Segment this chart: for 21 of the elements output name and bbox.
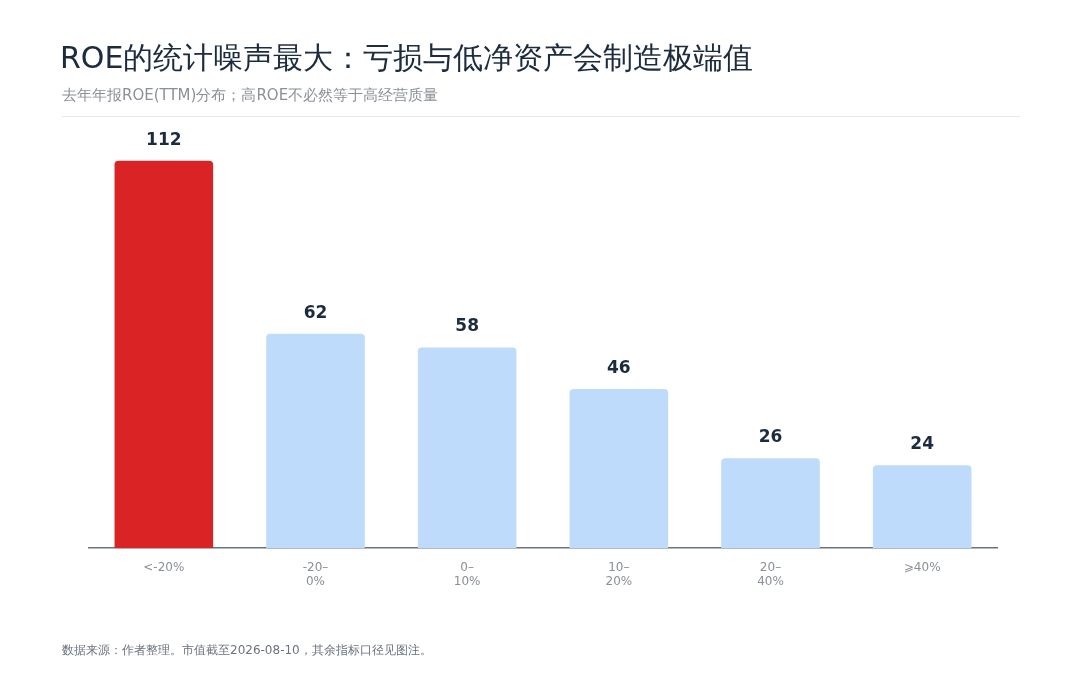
bar: [569, 389, 669, 549]
bar: [266, 333, 365, 549]
x-tick-label: -20– 0%: [302, 559, 329, 588]
source-note: 数据来源：作者整理。市值截至2026-08-10，其余指标口径见图注。: [62, 642, 432, 659]
bar: [872, 465, 972, 549]
data-label: 112: [146, 128, 182, 149]
bar: [721, 458, 820, 549]
chart-subtitle: 去年年报ROE(TTM)分布；高ROE不必然等于高经营质量: [62, 86, 439, 105]
x-tick-label: 20– 40%: [757, 559, 784, 588]
data-label: 24: [910, 433, 935, 454]
x-tick-label: 10– 20%: [605, 559, 633, 588]
x-tick-label: <-20%: [143, 559, 185, 574]
data-label: 26: [758, 426, 783, 447]
data-label: 58: [455, 315, 479, 336]
data-label: 62: [303, 301, 328, 322]
x-tick-label: 0– 10%: [453, 559, 481, 588]
bar: [114, 160, 214, 549]
data-label: 46: [607, 356, 631, 377]
chart-title: ROE的统计噪声最大：亏损与低净资产会制造极端值: [60, 39, 754, 77]
x-tick-label: ⩾40%: [903, 559, 941, 574]
bar: [417, 347, 517, 549]
